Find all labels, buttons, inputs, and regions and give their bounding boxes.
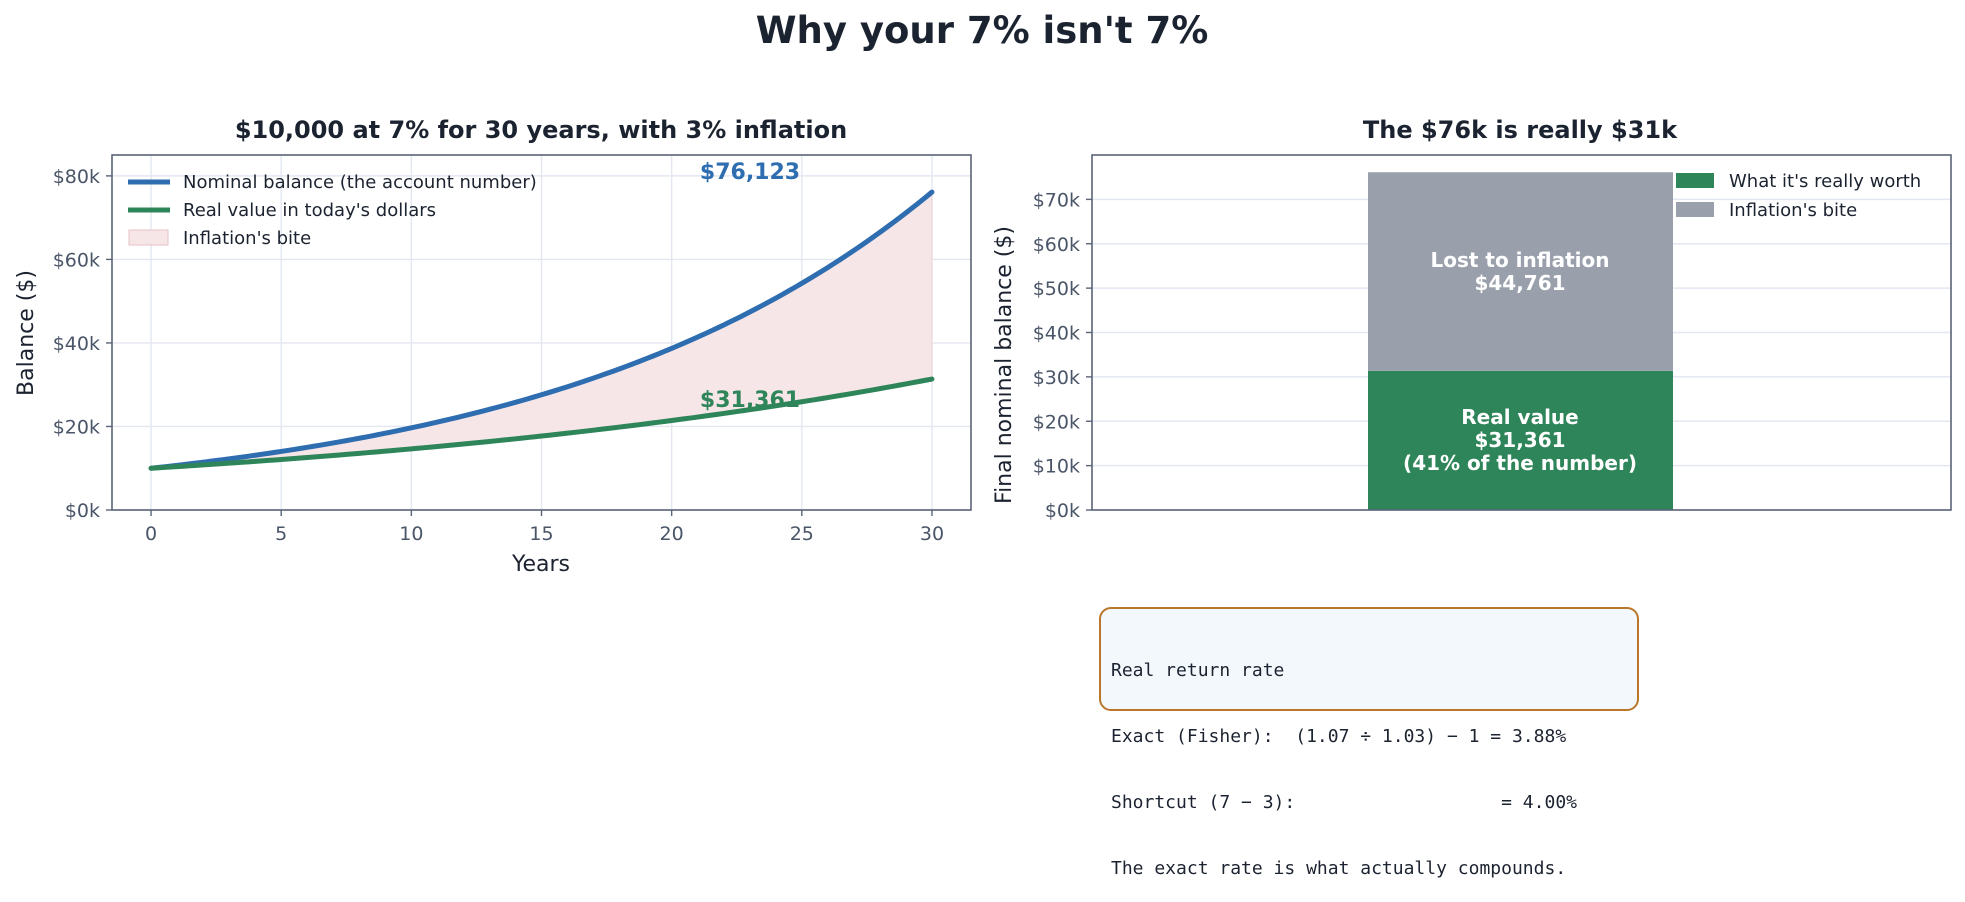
y-tick-label: $0k: [65, 500, 100, 522]
legend-bite-swatch: [128, 229, 169, 246]
right-y-axis-label: Final nominal balance ($): [992, 226, 1017, 504]
bar-labels: Lost to inflation $44,761 Real value $31…: [1403, 248, 1637, 475]
legend-bite-label: Inflation's bite: [183, 228, 311, 249]
right-chart: The $76k is really $31k $0k$10k$20k$30k$…: [992, 116, 1952, 522]
legend-worth-label: What it's really worth: [1729, 171, 1921, 192]
lost-label-line2: $44,761: [1474, 271, 1565, 295]
left-y-ticks: $0k $20k $40k $60k $80k: [53, 166, 112, 522]
y-tick-label: $10k: [1033, 456, 1080, 478]
legend-nominal-label: Nominal balance (the account number): [183, 172, 537, 193]
right-y-ticks: $0k $10k $20k $30k $40k $50k $60k $70k: [1033, 189, 1092, 522]
x-tick-label: 15: [529, 523, 553, 545]
real-rate-note: Real return rate Exact (Fisher): (1.07 ÷…: [1099, 607, 1639, 879]
nominal-balance-line: [148, 189, 935, 471]
x-tick-label: 20: [660, 523, 684, 545]
bar-lost-to-inflation: [1368, 172, 1673, 371]
x-tick-label: 10: [399, 523, 423, 545]
legend-worth-swatch: [1676, 173, 1714, 188]
real-value-line: [148, 376, 935, 471]
y-tick-label: $60k: [53, 249, 100, 271]
x-tick-label: 0: [145, 523, 157, 545]
real-label-line1: Real value: [1461, 405, 1578, 429]
lost-label-line1: Lost to inflation: [1431, 248, 1610, 272]
real-label-line3: (41% of the number): [1403, 451, 1637, 475]
left-y-axis-label: Balance ($): [14, 270, 39, 396]
note-line-3: Shortcut (7 − 3): = 4.00%: [1111, 792, 1577, 813]
y-tick-label: $20k: [1033, 411, 1080, 433]
note-line-1: Real return rate: [1111, 660, 1285, 681]
y-tick-label: $60k: [1033, 234, 1080, 256]
y-tick-label: $40k: [53, 333, 100, 355]
nominal-end-label: $76,123: [700, 160, 800, 185]
right-legend: What it's really worth Inflation's bite: [1676, 171, 1921, 221]
legend-real-label: Real value in today's dollars: [183, 200, 436, 221]
y-tick-label: $20k: [53, 416, 100, 438]
left-legend: Nominal balance (the account number) Rea…: [128, 172, 537, 249]
right-chart-title: The $76k is really $31k: [1363, 116, 1678, 144]
left-chart-title: $10,000 at 7% for 30 years, with 3% infl…: [235, 116, 847, 144]
legend-bite-label-right: Inflation's bite: [1729, 200, 1857, 221]
bar-real-value: [1368, 370, 1673, 510]
x-tick-label: 30: [920, 523, 944, 545]
y-tick-label: $50k: [1033, 278, 1080, 300]
left-x-axis-label: Years: [511, 552, 570, 577]
y-tick-label: $80k: [53, 166, 100, 188]
x-tick-label: 5: [275, 523, 287, 545]
y-tick-label: $40k: [1033, 323, 1080, 345]
real-label-line2: $31,361: [1474, 428, 1565, 452]
y-tick-label: $30k: [1033, 367, 1080, 389]
y-tick-label: $0k: [1045, 500, 1080, 522]
figure: Why your 7% isn't 7% $10,000 at 7% for 3…: [14, 9, 1952, 577]
y-tick-label: $70k: [1033, 189, 1080, 211]
legend-bite-swatch-right: [1676, 202, 1714, 217]
left-x-ticks: 0 5 10 15 20 25 30: [145, 510, 944, 545]
figure-title: Why your 7% isn't 7%: [756, 9, 1209, 52]
real-end-label: $31,361: [700, 388, 800, 413]
note-line-2: Exact (Fisher): (1.07 ÷ 1.03) − 1 = 3.88…: [1111, 726, 1567, 747]
x-tick-label: 25: [790, 523, 814, 545]
left-chart: $10,000 at 7% for 30 years, with 3% infl…: [14, 116, 972, 577]
note-line-4: The exact rate is what actually compound…: [1111, 858, 1567, 879]
